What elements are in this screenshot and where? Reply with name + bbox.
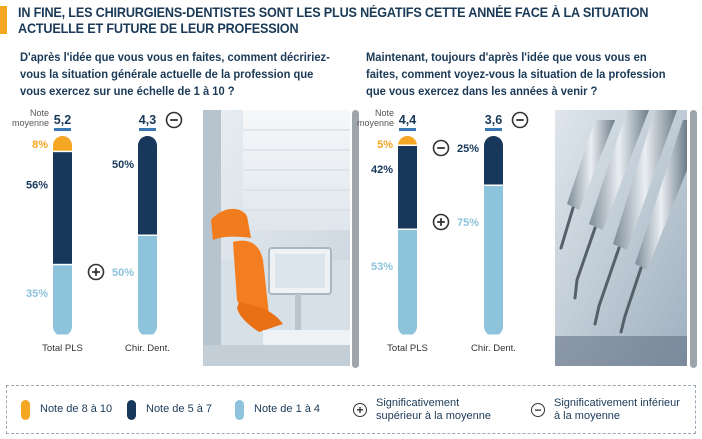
- legend-item-high: Note de 8 à 10: [21, 386, 112, 433]
- data-label-high: 8%: [32, 139, 48, 151]
- mean-value: 4,4: [399, 113, 416, 127]
- bar-segment-high: [398, 136, 417, 145]
- plus-sign-icon: [432, 213, 450, 231]
- bar-segment-mid: [138, 136, 157, 235]
- mean-underline: [399, 128, 416, 131]
- legend: Note de 8 à 10 Note de 5 à 7 Note de 1 à…: [6, 385, 696, 434]
- bar-segment-high: [53, 136, 72, 151]
- legend-item-minus: − Significativement inférieur à la moyen…: [531, 386, 691, 433]
- legend-swatch-high: [21, 399, 30, 420]
- minus-sign-icon: −: [531, 402, 545, 417]
- chart-area: Note moyenne 8% 56% 35% 5,2 Total PLS 50% 50% 4,3…: [12, 108, 697, 368]
- mean-label: Note moyenne: [357, 108, 394, 128]
- data-label-low: 35%: [26, 288, 48, 300]
- legend-label-plus: Significativement supérieur à la moyenne: [376, 396, 491, 422]
- data-label-low: 50%: [112, 267, 134, 279]
- question-current-situation: D'après l'idée que vous vous en faites, …: [20, 50, 330, 98]
- data-label-mid: 50%: [112, 159, 134, 171]
- minus-sign-icon: [511, 111, 529, 129]
- page-title: IN FINE, LES CHIRURGIENS-DENTISTES SONT …: [18, 5, 649, 36]
- mean-value: 3,6: [485, 113, 502, 127]
- legend-label-low: Note de 1 à 4: [254, 403, 321, 415]
- category-label: Total PLS: [387, 343, 428, 354]
- mean-underline: [54, 128, 71, 131]
- question-future-situation: Maintenant, toujours d'après l'idée que …: [366, 50, 666, 98]
- legend-item-mid: Note de 5 à 7: [127, 386, 212, 433]
- category-label: Chir. Dent.: [125, 343, 170, 354]
- legend-swatch-mid: [127, 399, 136, 420]
- legend-item-plus: + Significativement supérieur à la moyen…: [353, 386, 513, 433]
- dental-chair-photo: [203, 110, 350, 366]
- bar-segment-low: [484, 186, 503, 335]
- legend-label-mid: Note de 5 à 7: [146, 403, 213, 415]
- bar-segment-mid: [484, 136, 503, 185]
- panel-divider-bar: [690, 110, 697, 368]
- mean-value: 5,2: [54, 113, 71, 127]
- data-label-mid: 42%: [371, 164, 393, 176]
- data-label-mid: 25%: [457, 143, 479, 155]
- plus-sign-icon: +: [353, 402, 367, 417]
- legend-label-minus: Significativement inférieur à la moyenne: [554, 396, 680, 422]
- bar-segment-mid: [398, 146, 417, 229]
- mean-value: 4,3: [139, 113, 156, 127]
- mean-underline: [139, 128, 156, 131]
- bar-segment-low: [398, 230, 417, 335]
- minus-sign-icon: [432, 139, 450, 157]
- category-label: Total PLS: [42, 343, 83, 354]
- data-label-low: 75%: [457, 217, 479, 229]
- legend-item-low: Note de 1 à 4: [235, 386, 320, 433]
- legend-label-high: Note de 8 à 10: [40, 403, 113, 415]
- plus-sign-icon: [87, 263, 105, 281]
- dental-instruments-photo: [555, 110, 687, 366]
- bar-segment-low: [53, 265, 72, 335]
- minus-sign-icon: [165, 111, 183, 129]
- mean-label: Note moyenne: [12, 108, 49, 128]
- data-label-low: 53%: [371, 261, 393, 273]
- category-label: Chir. Dent.: [471, 343, 516, 354]
- title-accent-bar: [0, 6, 7, 34]
- panel-divider-bar: [352, 110, 359, 368]
- data-label-mid: 56%: [26, 179, 48, 191]
- bar-segment-mid: [53, 152, 72, 264]
- legend-swatch-low: [235, 399, 244, 420]
- mean-underline: [485, 128, 502, 131]
- data-label-high: 5%: [377, 139, 393, 151]
- bar-segment-low: [138, 236, 157, 335]
